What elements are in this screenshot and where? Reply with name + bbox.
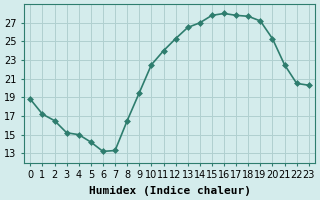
X-axis label: Humidex (Indice chaleur): Humidex (Indice chaleur)	[89, 186, 251, 196]
